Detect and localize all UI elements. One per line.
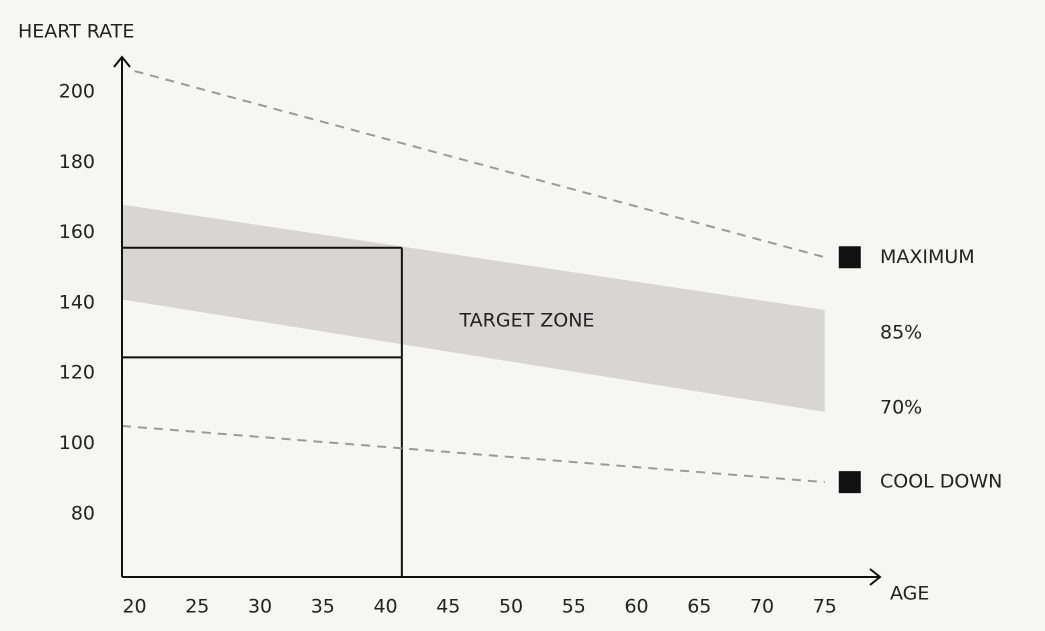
- x-tick-label: 60: [624, 596, 648, 618]
- upper-band-label: 85%: [880, 321, 922, 343]
- y-arrow: [113, 55, 131, 68]
- x-tick-label: 20: [122, 596, 146, 618]
- x-tick-label: 50: [499, 596, 523, 618]
- x-tick-label: 70: [750, 596, 774, 618]
- lower-band-label: 70%: [880, 396, 922, 418]
- x-tick-label: 45: [436, 596, 460, 618]
- y-tick-label: 160: [59, 221, 95, 243]
- x-tick-label: 55: [562, 596, 586, 618]
- target-band: [122, 204, 825, 412]
- x-axis-title: AGE: [890, 583, 929, 605]
- y-tick-label: 200: [59, 81, 95, 103]
- y-tick-label: 80: [71, 502, 95, 524]
- series-label: MAXIMUM: [880, 246, 975, 268]
- dashed-line: [121, 424, 825, 484]
- y-tick-label: 120: [59, 362, 95, 384]
- y-axis-title: HEART RATE: [18, 21, 134, 43]
- legend-marker: [838, 471, 861, 494]
- x-tick-label: 65: [687, 596, 711, 618]
- x-arrow: [869, 568, 882, 586]
- series-label: COOL DOWN: [880, 471, 1002, 493]
- x-tick-label: 35: [311, 596, 335, 618]
- dashed-line: [134, 70, 826, 259]
- x-tick-label: 75: [813, 596, 837, 618]
- x-tick-label: 30: [248, 596, 272, 618]
- y-tick-label: 140: [59, 291, 95, 313]
- legend-marker: [838, 246, 861, 269]
- y-tick-label: 180: [59, 151, 95, 173]
- x-tick-label: 25: [185, 596, 209, 618]
- y-tick-label: 100: [59, 432, 95, 454]
- band-label: TARGET ZONE: [459, 310, 595, 332]
- x-tick-label: 40: [373, 596, 397, 618]
